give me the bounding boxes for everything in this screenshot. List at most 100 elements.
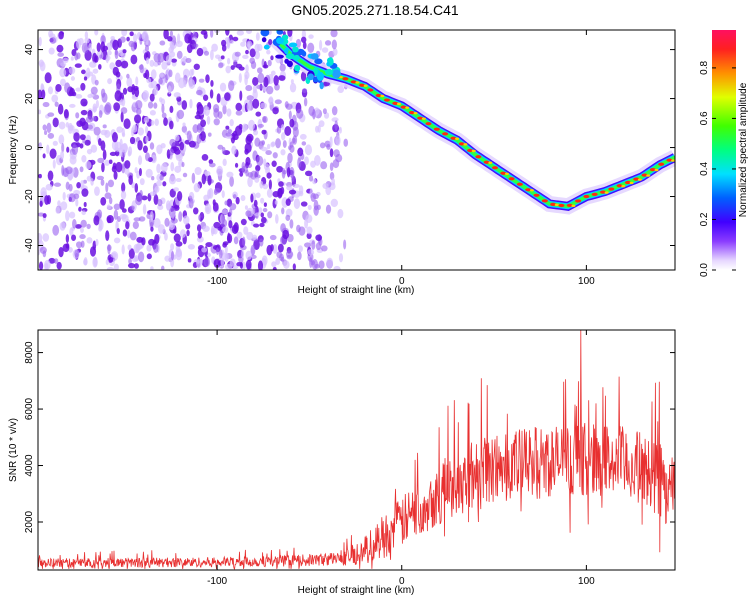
noise-blob — [57, 103, 64, 115]
noise-blob — [244, 205, 248, 210]
noise-blob — [153, 194, 159, 206]
noise-blob — [85, 161, 92, 170]
noise-blob — [163, 30, 169, 40]
noise-blob — [239, 90, 243, 101]
noise-blob — [161, 265, 165, 270]
noise-blob — [160, 163, 168, 173]
ridge-peak — [405, 106, 410, 109]
noise-blob — [233, 61, 237, 67]
noise-blob — [106, 204, 111, 210]
noise-blob — [329, 136, 333, 148]
noise-blob — [220, 55, 225, 60]
noise-blob — [276, 125, 282, 134]
noise-blob — [105, 182, 109, 193]
noise-blob — [172, 228, 177, 234]
noise-blob — [59, 221, 66, 231]
noise-blob — [303, 97, 308, 107]
noise-blob — [125, 221, 130, 230]
noise-blob — [331, 178, 336, 186]
x-tick-label: 0 — [399, 276, 405, 287]
noise-blob — [256, 67, 263, 74]
noise-blob — [255, 192, 261, 199]
noise-blob — [49, 148, 57, 159]
noise-blob — [263, 60, 267, 69]
noise-blob — [126, 77, 133, 88]
colorbar-tick-label: 0.8 — [699, 61, 710, 75]
noise-blob — [315, 242, 322, 251]
noise-blob — [42, 250, 47, 258]
noise-blob — [245, 250, 252, 260]
noise-blob — [253, 199, 258, 208]
noise-blob — [219, 82, 227, 92]
noise-blob — [266, 143, 271, 150]
noise-blob — [198, 78, 205, 83]
noise-blob — [130, 54, 138, 65]
noise-blob — [208, 162, 216, 168]
noise-blob — [83, 202, 87, 207]
noise-blob — [93, 256, 98, 267]
noise-blob — [46, 122, 52, 134]
spectrogram-frame — [37, 29, 676, 271]
ridge-peak — [342, 77, 349, 81]
noise-blob — [161, 61, 168, 70]
noise-blob — [232, 194, 237, 199]
noise-blob — [284, 126, 292, 136]
noise-blob — [179, 141, 185, 151]
noise-blob — [209, 89, 214, 99]
noise-blob — [94, 30, 99, 36]
noise-blob — [121, 30, 128, 37]
noise-blob — [235, 196, 240, 205]
noise-blob — [89, 246, 97, 257]
noise-blob — [52, 159, 56, 169]
noise-blob — [288, 110, 292, 120]
noise-blob — [162, 181, 167, 187]
noise-blob — [169, 138, 176, 147]
noise-blob — [337, 208, 344, 219]
noise-blob — [145, 57, 150, 65]
noise-blob — [85, 67, 91, 79]
noise-blob — [207, 132, 212, 137]
noise-blob — [217, 144, 224, 150]
noise-blob — [271, 261, 277, 268]
noise-blob — [286, 185, 293, 191]
noise-blob — [81, 210, 86, 216]
noise-blob — [55, 83, 62, 92]
ridge-onset-blob — [296, 48, 305, 56]
noise-blob — [229, 258, 236, 267]
noise-blob — [114, 141, 122, 153]
x-tick-label: 0 — [399, 576, 405, 587]
noise-blob — [204, 203, 212, 215]
noise-blob — [249, 57, 256, 64]
noise-blob — [305, 214, 313, 224]
noise-blob — [62, 57, 69, 64]
noise-blob — [239, 171, 244, 177]
noise-blob — [44, 195, 50, 205]
noise-blob — [121, 60, 129, 69]
ridge-peak — [591, 192, 598, 196]
noise-blob — [47, 132, 55, 139]
noise-blob — [178, 211, 183, 222]
noise-blob — [104, 192, 112, 199]
noise-blob — [221, 146, 226, 155]
noise-blob — [261, 116, 267, 123]
spectrogram-panel: -100 0 100 -40 -20 0 20 40 Height of straight l… — [8, 29, 676, 296]
noise-blob — [138, 251, 145, 263]
noise-blob — [193, 182, 201, 193]
noise-blob — [323, 81, 330, 87]
noise-blob — [165, 200, 171, 211]
noise-blob — [192, 31, 197, 38]
noise-blob — [203, 32, 208, 39]
noise-blob — [268, 38, 273, 45]
noise-blob — [78, 37, 84, 46]
colorbar-gradient — [712, 30, 736, 270]
noise-blob — [299, 133, 307, 140]
noise-blob — [122, 229, 128, 237]
noise-blob — [292, 183, 300, 189]
noise-blob — [57, 200, 61, 207]
ridge-peak — [516, 182, 523, 186]
noise-blob — [261, 129, 267, 135]
noise-blob — [257, 72, 265, 84]
noise-blob — [181, 100, 188, 110]
noise-blob — [58, 246, 64, 258]
noise-blob — [188, 198, 194, 209]
